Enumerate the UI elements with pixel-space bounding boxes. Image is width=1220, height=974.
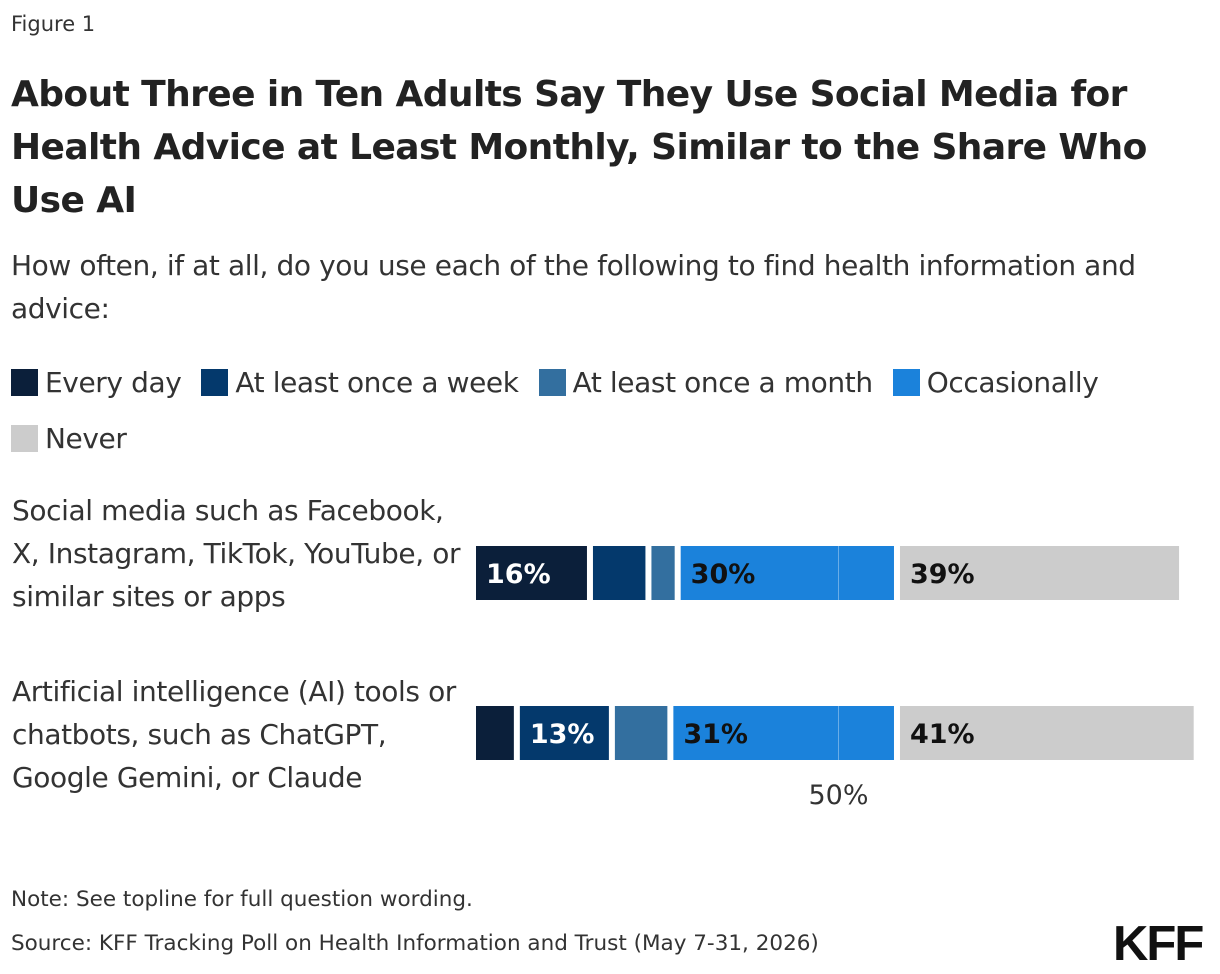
bar-segment-monthly-row-2 bbox=[614, 706, 668, 760]
bar-segment-never-row-1 bbox=[899, 546, 1180, 600]
data-label-occasionally-row-1: 30% bbox=[691, 559, 756, 590]
legend-swatch bbox=[11, 424, 38, 452]
data-label-weekly-row-2: 13% bbox=[530, 719, 595, 750]
bar-segment-occasionally-row-2 bbox=[673, 706, 894, 760]
legend-label: Never bbox=[45, 421, 127, 455]
bar-segment-weekly-row-2 bbox=[519, 706, 609, 760]
row-label-ai-tools: Artificial intelligence (AI) tools or ch… bbox=[12, 675, 456, 794]
bar-segment-never-row-2 bbox=[899, 706, 1194, 760]
legend-swatch bbox=[201, 368, 229, 396]
chart-legend: Every day At least once a week At least … bbox=[11, 361, 1211, 459]
legend-item-never: Never bbox=[11, 417, 127, 459]
bar-segment-weekly-row-1 bbox=[592, 546, 646, 600]
legend-label: At least once a week bbox=[235, 365, 519, 399]
legend-swatch bbox=[892, 368, 920, 396]
chart-subtitle: How often, if at all, do you use each of… bbox=[11, 249, 1136, 325]
legend-item-monthly: At least once a month bbox=[538, 361, 874, 403]
data-label-never-row-2: 41% bbox=[910, 719, 975, 750]
kff-logo: KFF bbox=[1113, 917, 1204, 971]
bar-segment-monthly-row-1 bbox=[651, 546, 675, 600]
chart-title: About Three in Ten Adults Say They Use S… bbox=[11, 74, 1147, 221]
chart-source: Source: KFF Tracking Poll on Health Info… bbox=[11, 931, 819, 956]
legend-item-weekly: At least once a week bbox=[201, 361, 519, 403]
legend-label: Every day bbox=[45, 365, 182, 399]
row-label-social-media: Social media such as Facebook, X, Instag… bbox=[12, 494, 461, 613]
legend-item-occasionally: Occasionally bbox=[892, 361, 1099, 403]
bar-segment-every-day-row-2 bbox=[476, 706, 514, 760]
data-label-occasionally-row-2: 31% bbox=[683, 719, 748, 750]
figure-label: Figure 1 bbox=[11, 12, 96, 36]
data-label-never-row-1: 39% bbox=[910, 559, 975, 590]
axis-tick-label-50: 50% bbox=[808, 780, 868, 811]
legend-swatch bbox=[11, 368, 38, 396]
data-label-every-day-row-1: 16% bbox=[486, 559, 551, 590]
legend-swatch bbox=[538, 368, 566, 396]
bar-segment-every-day-row-1 bbox=[476, 546, 587, 600]
legend-label: Occasionally bbox=[926, 365, 1099, 399]
chart-note: Note: See topline for full question word… bbox=[11, 887, 473, 912]
bar-segment-occasionally-row-1 bbox=[680, 546, 894, 600]
legend-item-every-day: Every day bbox=[11, 361, 182, 403]
legend-label: At least once a month bbox=[572, 365, 874, 399]
